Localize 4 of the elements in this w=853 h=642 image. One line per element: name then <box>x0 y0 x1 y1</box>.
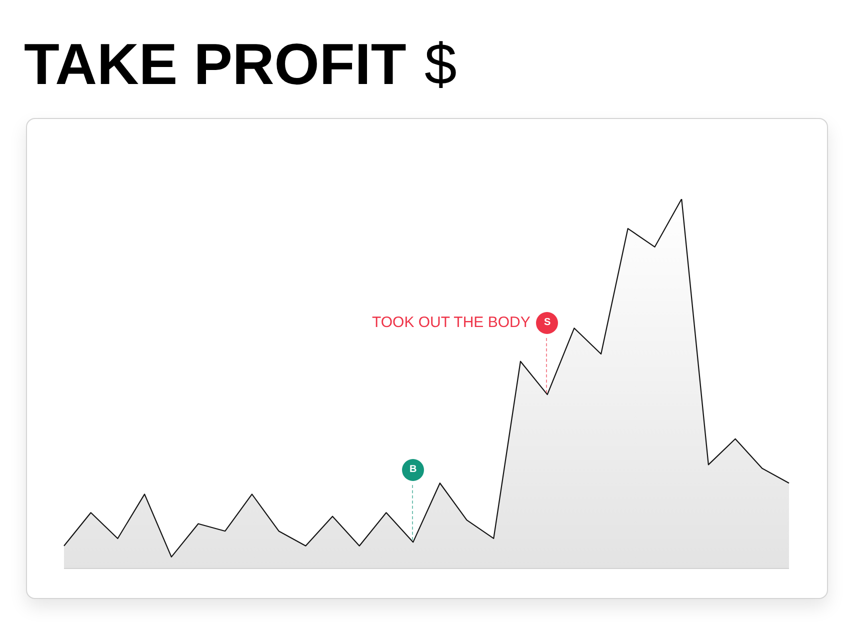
annotation: S <box>536 312 558 334</box>
annotation: TOOK OUT THE BODY <box>372 314 530 332</box>
annotation: B <box>402 459 424 482</box>
chart-title: TAKE PROFIT $ <box>24 32 457 97</box>
